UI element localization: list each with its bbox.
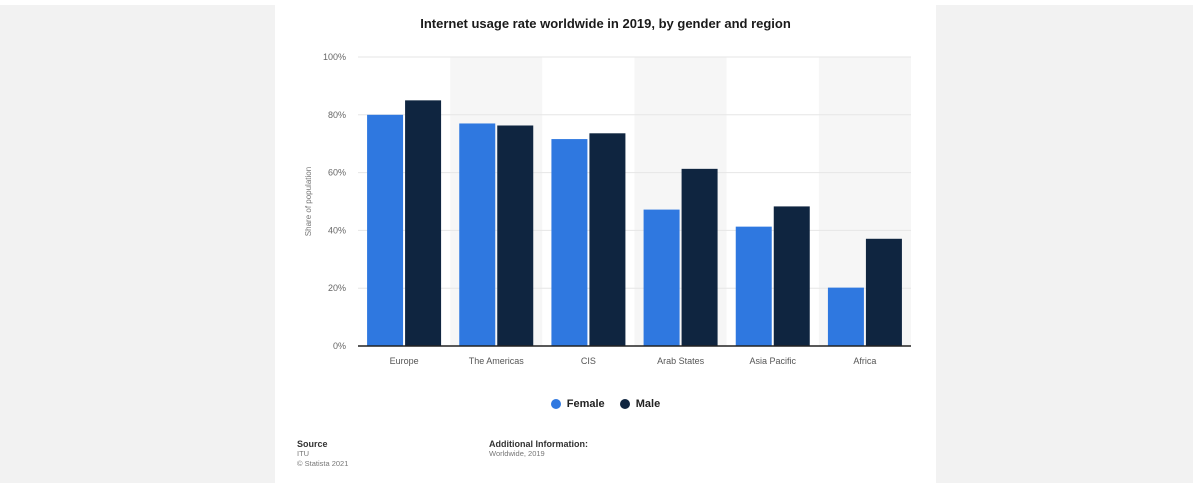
source-block: Source ITU © Statista 2021 [297,439,348,469]
bar-female[interactable] [367,114,404,346]
bar-chart: 0% 20% 40% 60% 80% 100% Europe The Americas CIS… [304,52,911,366]
x-tick-labels: Europe The Americas CIS Arab States Asia Pac… [390,356,877,366]
legend-swatch-female [550,399,561,409]
top-frame-strip [0,0,1193,5]
grid-lines [358,56,911,289]
bar-female[interactable] [551,139,588,346]
y-axis-label: Share of population [304,167,313,236]
bar-female[interactable] [735,226,772,346]
legend-swatch-male [619,399,630,409]
bar-male[interactable] [865,238,902,346]
y-tick-label: 100% [323,52,346,62]
bar-male[interactable] [589,133,626,346]
y-tick-labels: 0% 20% 40% 60% 80% 100% [323,52,346,351]
x-tick-label: Asia Pacific [749,356,796,366]
legend-item-female[interactable]: Female [550,398,605,410]
y-tick-label: 40% [328,225,346,235]
source-line: ITU [297,449,310,458]
chart-card: Internet usage rate worldwide in 2019, b… [275,5,936,483]
bar-male[interactable] [405,100,442,346]
legend-label-male: Male [635,398,661,410]
bar-male[interactable] [681,168,718,346]
copyright-line: © Statista 2021 [297,459,349,468]
y-tick-label: 80% [328,110,346,120]
x-tick-label: Africa [853,356,876,366]
additional-info-line: Worldwide, 2019 [489,449,545,458]
legend-item-male[interactable]: Male [619,398,661,410]
additional-info-block: Additional Information: Worldwide, 2019 [489,439,588,459]
bar-female[interactable] [643,209,680,346]
x-tick-label: The Americas [469,356,525,366]
x-tick-label: Europe [390,356,419,366]
x-tick-label: CIS [581,356,596,366]
x-tick-label: Arab States [657,356,705,366]
legend: Female Male [275,398,936,412]
bar-male[interactable] [497,125,534,346]
additional-info-heading: Additional Information: [489,439,588,449]
bar-female[interactable] [827,287,864,346]
bars [367,100,902,346]
y-tick-label: 60% [328,168,346,178]
chart-title: Internet usage rate worldwide in 2019, b… [420,16,791,31]
bar-female[interactable] [459,123,496,346]
y-tick-label: 0% [333,341,346,351]
source-heading: Source [297,439,328,449]
bar-male[interactable] [773,206,810,346]
y-tick-label: 20% [328,283,346,293]
legend-label-female: Female [566,398,605,410]
